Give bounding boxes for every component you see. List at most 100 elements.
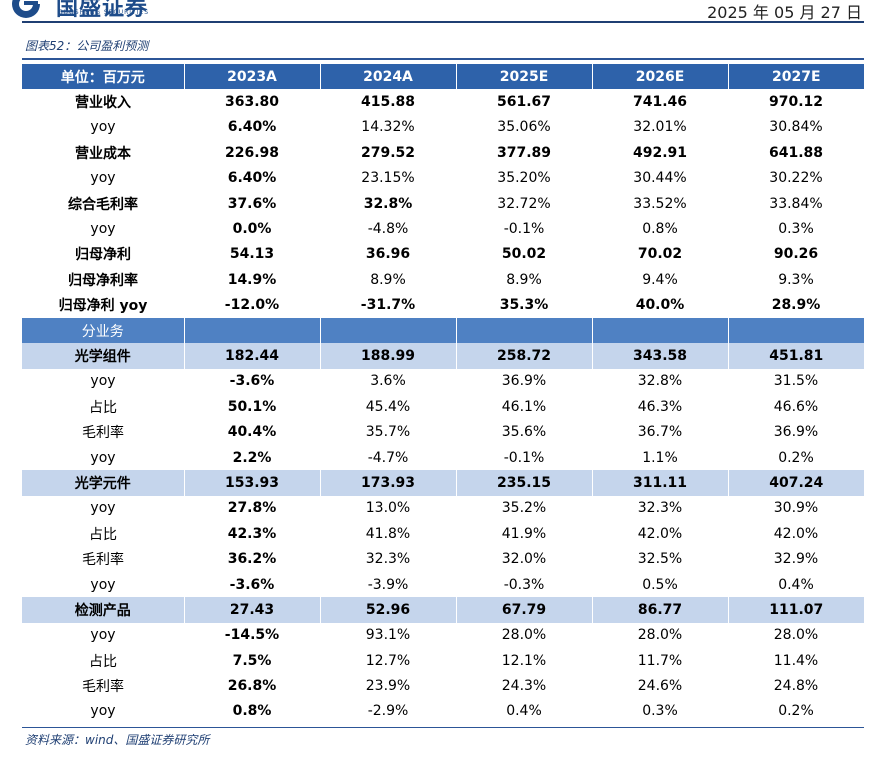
value-cell: 32.01% <box>633 119 687 136</box>
segment-value-cell: 343.58 <box>592 343 729 369</box>
value-cell: 28.0% <box>773 627 819 644</box>
segment-header-row: 光学元件 153.93 173.93 235.15 311.11 407.24 <box>22 470 864 496</box>
row-label-cell: yoy <box>90 170 116 187</box>
value-cell: 9.3% <box>778 271 814 288</box>
value-cell: 0.4% <box>506 703 542 720</box>
segment-value-cell: 86.77 <box>592 597 729 623</box>
value-cell: 35.2% <box>501 500 547 517</box>
section-header-row: 分业务 <box>22 317 864 344</box>
value-cell: 13.0% <box>365 500 411 517</box>
segment-detail-row: yoy -3.6% -3.9% -0.3% 0.5% 0.4% <box>22 572 864 597</box>
section-empty-cell <box>728 317 864 344</box>
value-cell: -2.9% <box>367 703 409 720</box>
value-cell: 46.1% <box>501 398 547 415</box>
value-cell: 377.89 <box>496 144 552 161</box>
value-cell: 32.3% <box>365 551 411 568</box>
value-cell: 415.88 <box>360 94 416 111</box>
value-cell: 32.8% <box>363 195 413 212</box>
value-cell: 50.1% <box>227 398 277 415</box>
value-cell: 40.4% <box>227 424 277 441</box>
value-cell: 30.84% <box>769 119 823 136</box>
value-cell: 24.3% <box>501 678 547 695</box>
table-row: 归母净利率 14.9% 8.9% 8.9% 9.4% 9.3% <box>22 267 864 292</box>
table-row: 营业收入 363.80 415.88 561.67 741.46 970.12 <box>22 89 864 114</box>
value-cell: 40.0% <box>635 297 685 314</box>
segment-value-cell: 235.15 <box>456 470 593 496</box>
value-cell: 32.5% <box>637 551 683 568</box>
value-cell: 36.9% <box>501 373 547 390</box>
value-cell: 42.3% <box>227 525 277 542</box>
segment-value-cell: 153.93 <box>184 470 321 496</box>
value-cell: 28.0% <box>637 627 683 644</box>
value-cell: -12.0% <box>224 297 280 314</box>
segment-detail-row: 占比 7.5% 12.7% 12.1% 11.7% 11.4% <box>22 648 864 673</box>
value-cell: 37.6% <box>227 195 277 212</box>
value-cell: 26.8% <box>227 678 277 695</box>
value-cell: 32.72% <box>497 195 551 212</box>
segment-value-cell: 173.93 <box>320 470 457 496</box>
value-cell: 36.2% <box>227 551 277 568</box>
value-cell: 24.8% <box>773 678 819 695</box>
value-cell: -3.9% <box>367 576 409 593</box>
value-cell: 0.0% <box>232 221 272 238</box>
segment-detail-row: yoy 27.8% 13.0% 35.2% 32.3% 30.9% <box>22 496 864 521</box>
value-cell: 30.22% <box>769 170 823 187</box>
value-cell: 2.2% <box>232 449 272 466</box>
value-cell: 226.98 <box>224 144 280 161</box>
value-cell: 23.15% <box>361 170 415 187</box>
segment-name-cell: 光学元件 <box>22 470 185 496</box>
value-cell: 70.02 <box>637 246 683 263</box>
segment-name-cell: 光学组件 <box>22 343 185 369</box>
value-cell: 35.20% <box>497 170 551 187</box>
row-label-cell: yoy <box>90 576 116 593</box>
segment-value-cell: 188.99 <box>320 343 457 369</box>
row-label-cell: yoy <box>90 373 116 390</box>
value-cell: 0.5% <box>642 576 678 593</box>
table-bottom-rule <box>22 727 864 728</box>
value-cell: 41.9% <box>501 525 547 542</box>
row-label-cell: 营业成本 <box>75 145 131 162</box>
value-cell: 12.1% <box>501 652 547 669</box>
value-cell: 28.9% <box>771 297 821 314</box>
value-cell: 0.8% <box>232 703 272 720</box>
value-cell: 12.7% <box>365 652 411 669</box>
value-cell: 6.40% <box>227 119 277 136</box>
section-empty-cell <box>456 317 593 344</box>
caption-divider <box>22 58 864 60</box>
segment-detail-row: 毛利率 36.2% 32.3% 32.0% 32.5% 32.9% <box>22 546 864 571</box>
value-cell: 0.3% <box>778 221 814 238</box>
row-label-cell: 归母净利 <box>75 247 131 264</box>
section-empty-cell <box>184 317 321 344</box>
section-empty-cell <box>592 317 729 344</box>
year-header-cell: 2025E <box>456 64 593 90</box>
source-note: 资料来源：wind、国盛证券研究所 <box>25 733 210 747</box>
brand-name: 国盛证券 <box>56 0 149 21</box>
value-cell: 14.9% <box>227 271 277 288</box>
table-header-row: 单位：百万元 2023A 2024A 2025E 2026E 2027E <box>22 64 864 90</box>
report-date: 2025 年 05 月 27 日 <box>707 3 862 22</box>
row-label-cell: 占比 <box>89 399 117 416</box>
value-cell: 3.6% <box>370 373 406 390</box>
segment-value-cell: 67.79 <box>456 597 593 623</box>
row-label-cell: 占比 <box>89 526 117 543</box>
value-cell: 23.9% <box>365 678 411 695</box>
value-cell: 24.6% <box>637 678 683 695</box>
segment-detail-row: yoy -14.5% 93.1% 28.0% 28.0% 28.0% <box>22 623 864 648</box>
value-cell: 0.3% <box>642 703 678 720</box>
value-cell: 41.8% <box>365 525 411 542</box>
row-label-cell: 归母净利 yoy <box>58 298 148 315</box>
value-cell: -0.1% <box>503 449 545 466</box>
value-cell: 36.96 <box>365 246 411 263</box>
value-cell: 42.0% <box>773 525 819 542</box>
value-cell: -31.7% <box>360 297 416 314</box>
value-cell: 46.6% <box>773 398 819 415</box>
year-header-cell: 2024A <box>320 64 457 90</box>
brand-name-en: GUOSHENG SECURITIES <box>58 9 150 16</box>
value-cell: -0.1% <box>503 221 545 238</box>
value-cell: 93.1% <box>365 627 411 644</box>
value-cell: -3.6% <box>229 373 275 390</box>
row-label-cell: yoy <box>90 703 116 720</box>
table-row: 归母净利 yoy -12.0% -31.7% 35.3% 40.0% 28.9% <box>22 293 864 318</box>
value-cell: 33.52% <box>633 195 687 212</box>
value-cell: -3.6% <box>229 576 275 593</box>
